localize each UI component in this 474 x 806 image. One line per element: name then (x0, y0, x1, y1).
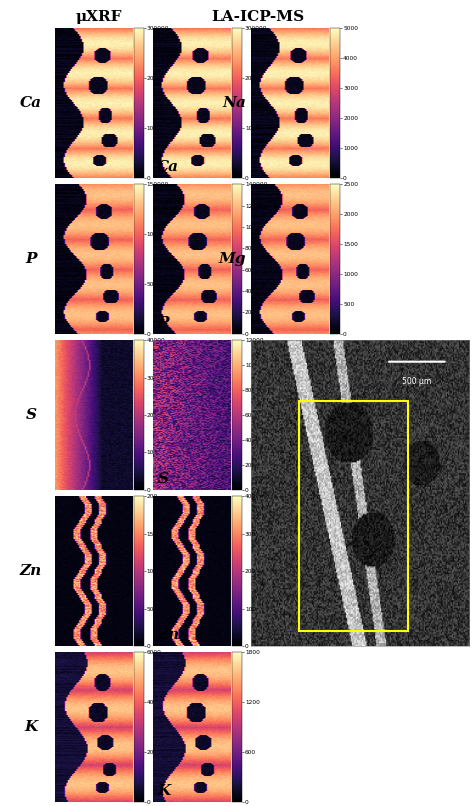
Text: Ca: Ca (20, 96, 42, 110)
Text: P: P (157, 316, 169, 330)
Text: LA-ICP-MS: LA-ICP-MS (212, 10, 305, 24)
Text: K: K (157, 784, 171, 798)
Text: Zn: Zn (157, 628, 180, 642)
Text: Ca: Ca (157, 160, 179, 174)
Text: S: S (157, 472, 168, 486)
Text: Mg: Mg (219, 252, 246, 266)
Text: 500 μm: 500 μm (402, 377, 431, 386)
Text: P: P (25, 252, 36, 266)
Bar (299, 401, 408, 630)
Text: S: S (25, 408, 36, 422)
Text: K: K (24, 721, 37, 734)
Text: μXRF: μXRF (76, 10, 123, 24)
Text: Zn: Zn (20, 564, 42, 578)
Text: Na: Na (222, 96, 246, 110)
